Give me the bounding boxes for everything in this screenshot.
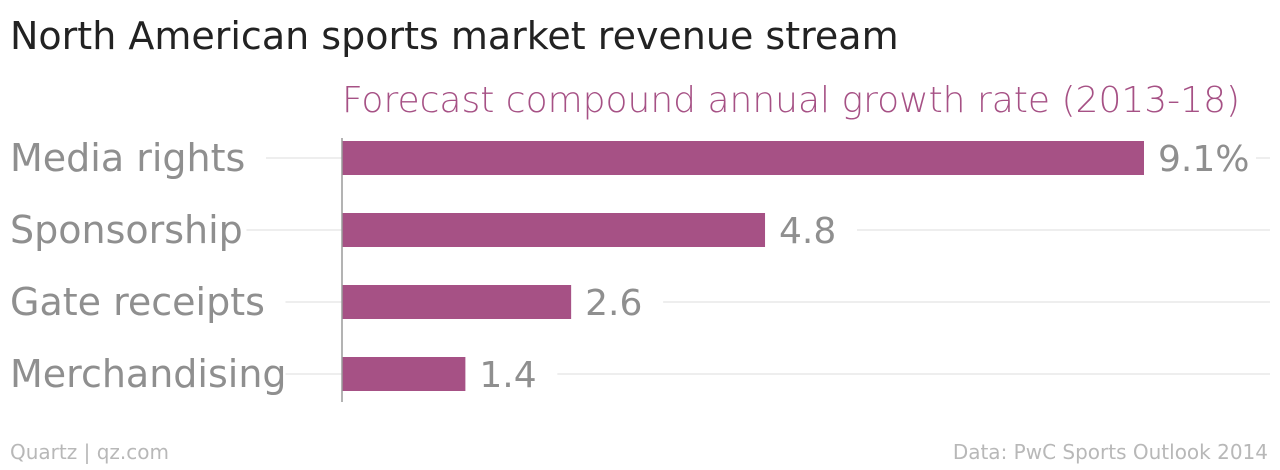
category-label: Gate receipts bbox=[10, 280, 265, 324]
value-label: 9.1% bbox=[1158, 139, 1249, 180]
category-label: Sponsorship bbox=[10, 208, 243, 252]
category-label: Merchandising bbox=[10, 352, 287, 396]
bar bbox=[342, 141, 1144, 175]
value-label: 1.4 bbox=[479, 355, 536, 396]
chart-subtitle: Forecast compound annual growth rate (20… bbox=[342, 80, 1241, 121]
footer-source-left: Quartz | qz.com bbox=[10, 440, 169, 464]
category-label: Media rights bbox=[10, 136, 245, 180]
bar bbox=[342, 357, 466, 391]
bar-chart: Media rights 9.1% Sponsorship 4.8 Gate recei… bbox=[10, 136, 1270, 402]
value-label: 2.6 bbox=[585, 283, 642, 324]
bar bbox=[342, 285, 572, 319]
footer-source-right: Data: PwC Sports Outlook 2014 bbox=[952, 440, 1268, 464]
bar bbox=[342, 213, 766, 247]
chart-title: North American sports market revenue str… bbox=[10, 14, 899, 58]
value-label: 4.8 bbox=[779, 211, 836, 252]
